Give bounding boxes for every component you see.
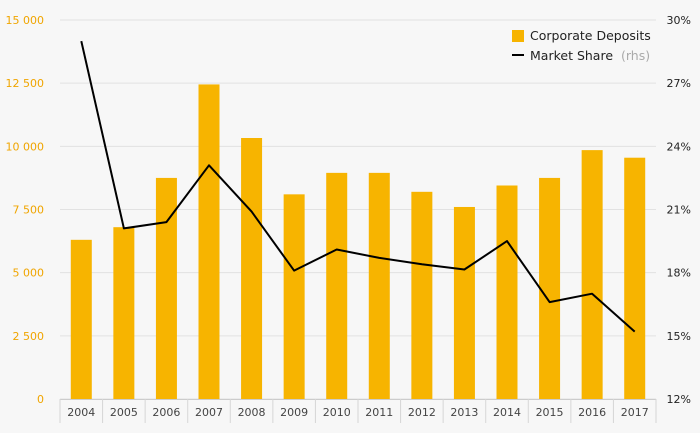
legend-label-corporate-deposits: Corporate Deposits [530, 28, 651, 43]
bar-2007 [198, 84, 220, 400]
right-tick-label: 27% [667, 77, 691, 90]
left-tick-label: 7 500 [13, 204, 45, 217]
right-axis: 12% 15% 18% 21% 24% 27% 30% [667, 14, 691, 406]
right-tick-label: 12% [667, 393, 691, 406]
x-tick-label: 2008 [238, 406, 266, 419]
x-tick-label: 2010 [323, 406, 351, 419]
x-tick-label: 2009 [280, 406, 308, 419]
left-tick-label: 15 000 [6, 14, 45, 27]
left-tick-label: 10 000 [6, 140, 45, 153]
right-tick-label: 24% [667, 140, 691, 153]
left-tick-label: 5 000 [13, 267, 45, 280]
legend-market-share-name: Market Share [530, 48, 613, 63]
bar-2014 [496, 185, 518, 399]
x-tick-label: 2007 [195, 406, 223, 419]
x-tick-label: 2016 [578, 406, 606, 419]
bar-2006 [155, 177, 177, 399]
legend: Corporate Deposits Market Share (rhs) [512, 28, 651, 63]
bar-2017 [624, 157, 646, 399]
x-tick-label: 2006 [152, 406, 180, 419]
bar-2005 [113, 227, 135, 399]
bars [70, 84, 646, 400]
x-tick-label: 2013 [450, 406, 478, 419]
bar-2010 [326, 172, 348, 399]
bar-2012 [411, 191, 433, 399]
right-tick-label: 21% [667, 204, 691, 217]
x-tick-label: 2011 [365, 406, 393, 419]
right-tick-label: 15% [667, 330, 691, 343]
x-axis: 2004 2005 2006 2007 2008 2009 2010 2011 2012 2013… [59, 399, 657, 423]
x-tick-label: 2017 [621, 406, 649, 419]
bar-2013 [453, 206, 475, 399]
left-tick-label: 0 [37, 393, 44, 406]
bar-2015 [539, 177, 561, 399]
left-tick-label: 2 500 [13, 330, 45, 343]
left-axis: 0 2 500 5 000 7 500 10 000 12 500 15 000 [6, 14, 45, 406]
grid [60, 19, 656, 400]
right-tick-label: 18% [667, 267, 691, 280]
bar-2011 [368, 172, 390, 399]
legend-bar-swatch [512, 30, 524, 42]
right-tick-label: 30% [667, 14, 691, 27]
legend-market-share-suffix: (rhs) [621, 48, 650, 63]
bar-2004 [70, 239, 92, 399]
bar-2009 [283, 194, 305, 399]
x-tick-label: 2012 [408, 406, 436, 419]
x-tick-label: 2015 [536, 406, 564, 419]
x-tick-label: 2014 [493, 406, 521, 419]
legend-label-market-share: Market Share (rhs) [530, 48, 650, 63]
bar-2008 [241, 137, 263, 399]
bar-2016 [581, 150, 603, 399]
x-tick-label: 2004 [67, 406, 95, 419]
left-tick-label: 12 500 [6, 77, 45, 90]
market-share-line [80, 40, 636, 333]
x-tick-label: 2005 [110, 406, 138, 419]
